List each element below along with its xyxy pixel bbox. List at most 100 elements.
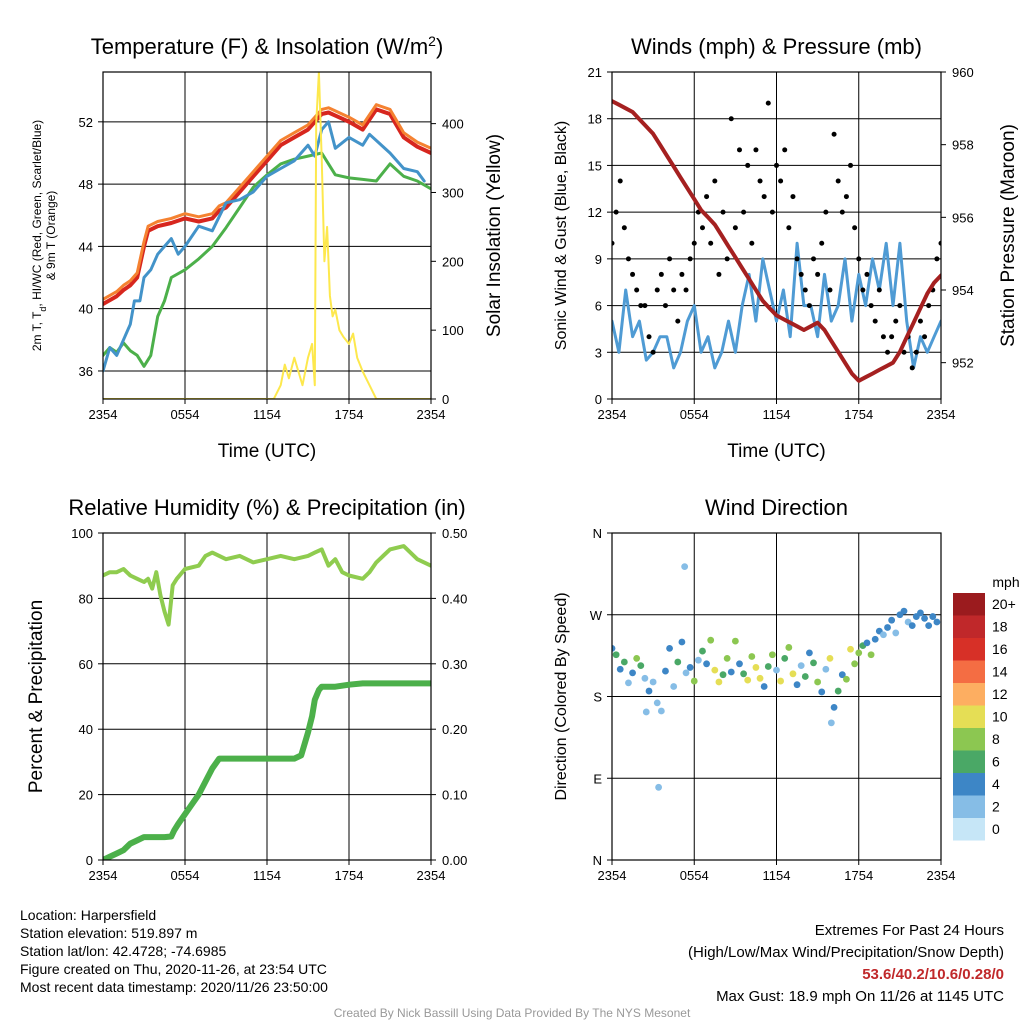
extremes-title: Extremes For Past 24 Hours <box>814 922 1004 939</box>
gust-point <box>720 209 726 215</box>
direction-point <box>670 683 678 690</box>
y-tick-label: 21 <box>588 65 602 80</box>
gust-point <box>806 303 812 309</box>
direction-point <box>723 654 731 662</box>
y-right-tick-label: 0.30 <box>442 657 467 672</box>
gust-point <box>716 271 722 277</box>
direction-point <box>699 647 706 655</box>
gust-point <box>650 349 656 355</box>
gust-point <box>815 271 821 277</box>
direction-point <box>810 659 817 667</box>
legend-label: 20+ <box>992 596 1016 612</box>
title-tail: ) <box>436 34 443 59</box>
gust-point <box>856 256 862 262</box>
direction-point <box>880 631 887 639</box>
y-right-tick-label: 300 <box>442 185 464 200</box>
x-tick-label: 1154 <box>253 868 281 883</box>
direction-point <box>917 609 924 617</box>
direction-point <box>655 783 663 791</box>
x-tick-label: 2354 <box>417 868 446 883</box>
plot-frame <box>611 532 942 861</box>
y-tick-label: 44 <box>79 239 93 254</box>
y-right-tick-label: 960 <box>952 65 974 80</box>
gust-point <box>646 334 652 340</box>
gust-point <box>753 147 759 153</box>
gust-point <box>617 178 623 184</box>
gust-point <box>749 240 755 246</box>
gust-point <box>901 349 907 355</box>
y-right-tick-label: 0.00 <box>442 853 467 868</box>
direction-point <box>773 666 780 674</box>
direction-point <box>719 671 727 679</box>
plot-area <box>103 544 431 860</box>
direction-point <box>633 654 641 662</box>
y-tick-label: W <box>590 608 603 623</box>
gust-point <box>922 334 928 340</box>
x-tick-label: 0554 <box>171 868 200 883</box>
direction-point <box>933 618 941 626</box>
x-tick-label: 2354 <box>89 407 118 422</box>
direction-point <box>666 644 673 652</box>
gust-point <box>876 287 882 293</box>
y-tick-label: N <box>593 526 602 541</box>
legend-label: 16 <box>992 641 1008 657</box>
gust-point <box>782 147 788 153</box>
legend-swatch <box>953 750 985 773</box>
gust-point <box>691 240 697 246</box>
gust-point <box>802 287 808 293</box>
direction-point <box>892 629 900 637</box>
direction-point <box>847 645 854 653</box>
direction-point <box>801 673 809 680</box>
station-location: Location: Harpersfield <box>20 907 157 923</box>
direction-point <box>818 688 826 696</box>
x-tick-label: 1154 <box>763 407 791 422</box>
chart-rh: 2354 0554 1154 1754 23540204060801000.000.10… <box>26 495 467 883</box>
gust-point <box>860 287 866 293</box>
y-right-tick-label: 958 <box>952 138 974 153</box>
gust-point <box>889 334 895 340</box>
series-line-dewpoint <box>103 151 431 368</box>
y-right-tick-label: 0 <box>442 392 449 407</box>
x-tick-label: 1154 <box>253 407 281 422</box>
credit-line: Created By Nick Bassill Using Data Provi… <box>333 1006 691 1020</box>
direction-point <box>740 670 747 678</box>
direction-point <box>921 614 928 622</box>
direction-point <box>620 658 628 666</box>
extremes-subtitle: (High/Low/Max Wind/Precipitation/Snow De… <box>688 944 1004 961</box>
y-axis-label-part: , HI/WC (Red, Green, Scarlet/Blue) <box>30 120 44 307</box>
legend-label: 6 <box>992 754 1000 770</box>
gust-point <box>634 287 640 293</box>
y-tick-label: E <box>593 771 602 786</box>
y-axis-label: Percent & Precipitation <box>26 600 47 793</box>
gust-point <box>790 194 796 200</box>
series-line-pressure <box>612 99 941 383</box>
direction-point <box>888 616 896 624</box>
y-tick-label: N <box>593 853 602 868</box>
legend-title: mph <box>992 574 1019 590</box>
x-tick-label: 2354 <box>89 868 118 883</box>
direction-point <box>727 668 735 676</box>
legend-swatch <box>953 728 985 751</box>
plot-area <box>612 99 941 383</box>
y-tick-label: 15 <box>588 158 602 173</box>
direction-point <box>642 708 650 716</box>
legend-label: 18 <box>992 619 1008 635</box>
legend-label: 8 <box>992 731 1000 747</box>
gust-point <box>926 303 932 309</box>
direction-point <box>826 654 834 662</box>
y-tick-label: 80 <box>79 591 93 606</box>
station-elevation: Station elevation: 519.897 m <box>20 925 198 941</box>
gust-point <box>897 303 903 309</box>
gust-point <box>843 194 849 200</box>
gust-point <box>823 209 829 215</box>
gust-point <box>745 162 751 168</box>
direction-point <box>908 622 916 630</box>
legend-label: 14 <box>992 664 1008 680</box>
direction-point <box>925 622 933 630</box>
x-tick-label: 1154 <box>763 868 791 883</box>
y-right-tick-label: 954 <box>952 283 974 298</box>
direction-point <box>834 687 842 695</box>
direction-point <box>793 681 801 689</box>
series-line-heat_index_wind_chill <box>103 120 426 373</box>
legend-swatch <box>953 615 985 638</box>
